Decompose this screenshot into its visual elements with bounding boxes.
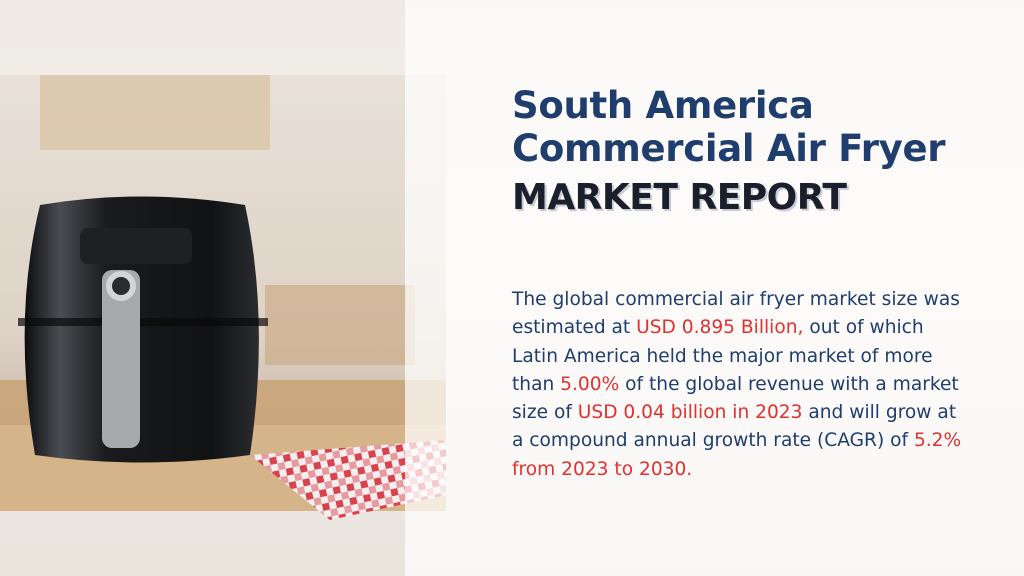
highlight-text: 5.00%: [560, 373, 620, 395]
summary-paragraph: The global commercial air fryer market s…: [512, 286, 972, 484]
body-text: out of which Latin America held the majo…: [512, 317, 933, 395]
body-text: of the global revenue with a market size…: [512, 373, 959, 424]
title-line: Commercial Air Fryer: [512, 127, 946, 170]
title: South America Commercial Air Fryer: [512, 84, 946, 170]
subtitle: MARKET REPORT: [512, 177, 847, 218]
air-fryer: [18, 196, 268, 463]
text-panel: [405, 0, 1024, 576]
title-line: South America: [512, 84, 814, 127]
highlight-text: USD 0.04 billion in 2023: [577, 402, 803, 424]
highlight-text: USD 0.895 Billion,: [636, 317, 804, 339]
body-text: The global commercial air fryer market s…: [512, 289, 960, 339]
body-text: and will grow at a compound annual growt…: [512, 402, 957, 452]
highlight-text: 5.2% from 2023 to 2030.: [512, 430, 962, 480]
